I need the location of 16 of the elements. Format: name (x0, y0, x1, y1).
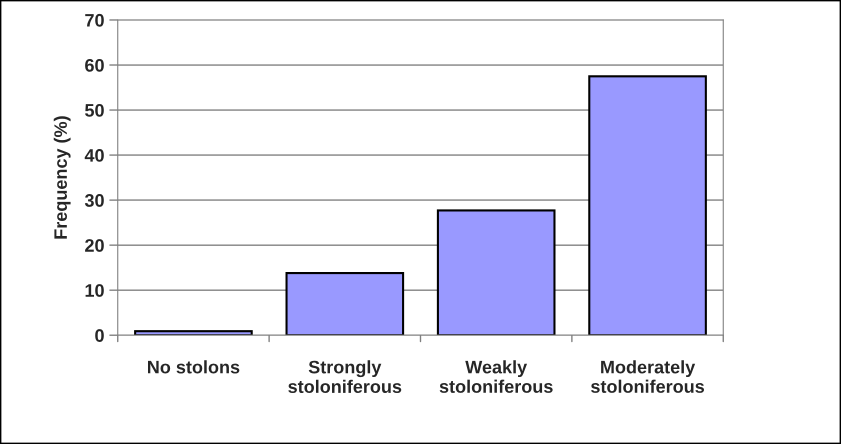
y-tick-label: 60 (85, 58, 104, 72)
x-tick-label: Moderately stoloniferous (591, 360, 704, 393)
y-axis-title: Frequency (%) (54, 116, 71, 239)
y-tick-label: 20 (85, 239, 104, 252)
y-tick-label: 40 (84, 149, 104, 162)
x-tick-label: No stolons (148, 360, 240, 374)
y-tick-label: 10 (86, 284, 104, 297)
y-tick-label: 70 (85, 14, 104, 27)
y-tick-label: 0 (95, 329, 104, 342)
y-tick-label: 50 (85, 104, 104, 117)
x-tick-label: Weakly stoloniferous (440, 360, 553, 393)
bar (588, 75, 707, 336)
bar (285, 272, 404, 336)
x-tick-label: Strongly stoloniferous (288, 360, 402, 394)
bar (436, 209, 556, 336)
y-tick-label: 30 (84, 194, 104, 207)
